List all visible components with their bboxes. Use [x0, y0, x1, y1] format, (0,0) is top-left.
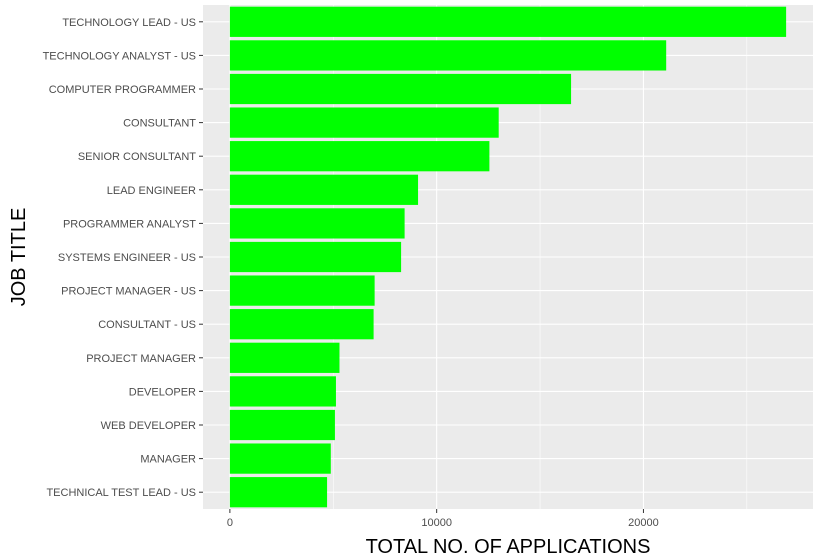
bar: [229, 443, 331, 474]
x-axis-title: TOTAL NO. OF APPLICATIONS: [366, 536, 651, 558]
y-tick-label: SENIOR CONSULTANT: [78, 151, 196, 163]
y-tick-label: TECHNOLOGY ANALYST - US: [43, 50, 196, 62]
y-tick-label: COMPUTER PROGRAMMER: [49, 84, 196, 96]
y-tick-label: MANAGER: [140, 454, 196, 466]
y-tick-label: CONSULTANT - US: [98, 319, 196, 331]
x-tick-label: 0: [227, 517, 233, 529]
x-tick-label: 20000: [628, 517, 659, 529]
bar: [229, 309, 374, 340]
y-axis-title: JOB TITLE: [8, 208, 30, 307]
y-tick-label: PROGRAMMER ANALYST: [63, 218, 196, 230]
y-axis-ticks: TECHNOLOGY LEAD - US TECHNOLOGY ANALYST -…: [43, 17, 203, 499]
y-tick-label: SYSTEMS ENGINEER - US: [58, 252, 196, 264]
y-tick-label: PROJECT MANAGER - US: [61, 286, 196, 298]
y-tick-label: TECHNOLOGY LEAD - US: [62, 17, 196, 29]
y-tick-label: CONSULTANT: [123, 118, 196, 130]
bar: [229, 174, 419, 205]
y-tick-label: WEB DEVELOPER: [101, 420, 196, 432]
bar: [229, 208, 405, 239]
bar: [229, 241, 402, 273]
bar: [229, 342, 340, 373]
bar: [229, 141, 490, 172]
y-tick-label: PROJECT MANAGER: [86, 353, 196, 365]
bar: [229, 107, 499, 138]
bar: [229, 40, 667, 71]
bar: [229, 409, 335, 441]
bar: [229, 73, 572, 105]
x-tick-label: 10000: [421, 517, 452, 529]
bar: [229, 6, 787, 37]
bar: [229, 477, 328, 508]
bar: [229, 376, 336, 407]
bar: [229, 275, 375, 306]
y-tick-label: DEVELOPER: [129, 386, 196, 398]
bars: [229, 6, 787, 508]
y-tick-label: LEAD ENGINEER: [107, 185, 196, 197]
x-axis-ticks: 0 10000 20000: [227, 509, 659, 529]
y-tick-label: TECHNICAL TEST LEAD - US: [46, 487, 196, 499]
